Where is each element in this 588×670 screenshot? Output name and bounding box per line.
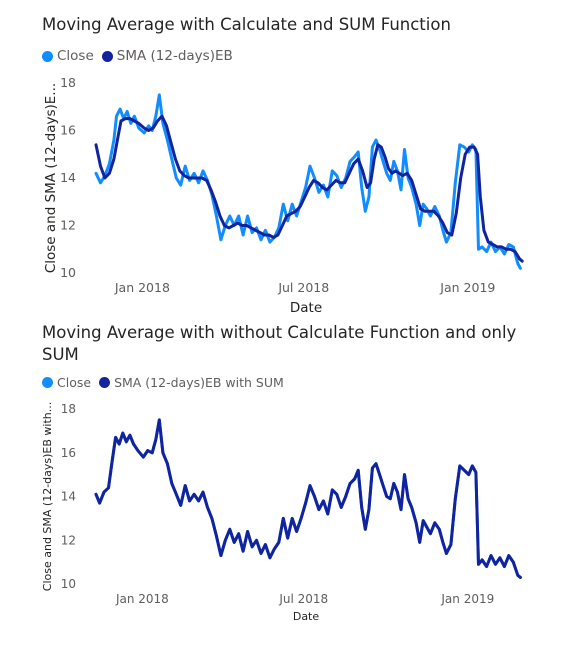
y-tick-label: 16 — [61, 446, 76, 460]
series-line-close[interactable] — [94, 93, 522, 270]
x-axis-title: Date — [290, 300, 322, 316]
legend-item-close[interactable]: Close — [42, 48, 94, 64]
chart-visual-1: Moving Average with Calculate and SUM Fu… — [0, 0, 588, 320]
chart-legend: Close SMA (12-days)EB — [42, 48, 241, 64]
chart-title: Moving Average with without Calculate Fu… — [42, 323, 517, 364]
y-tick-label: 14 — [60, 170, 76, 185]
y-axis-title: Close and SMA (12-days)E... — [43, 83, 59, 273]
y-tick-label: 12 — [61, 533, 76, 547]
legend-marker-close — [42, 50, 53, 62]
x-tick-label: Jan 2019 — [440, 592, 494, 606]
y-tick-label: 18 — [60, 75, 76, 90]
legend-marker-close — [42, 377, 53, 388]
legend-item-close[interactable]: Close — [42, 375, 91, 390]
x-tick-label: Jan 2019 — [439, 280, 495, 295]
y-tick-label: 10 — [60, 265, 76, 280]
legend-label-sma: SMA (12-days)EB — [116, 48, 233, 64]
chart-legend: Close SMA (12-days)EB with SUM — [42, 375, 292, 390]
legend-label-close: Close — [57, 48, 94, 64]
y-tick-label: 14 — [61, 490, 76, 504]
legend-marker-sma — [101, 50, 113, 62]
x-tick-label: Jan 2018 — [114, 280, 170, 295]
x-axis-title: Date — [293, 610, 320, 623]
series-line-sma[interactable] — [94, 418, 522, 579]
y-tick-label: 16 — [60, 123, 76, 138]
chart-plot-2[interactable]: 10 12 14 16 18 Jan 2018 Jul 2018 Jan 2019 Date Cl… — [0, 318, 588, 670]
y-axis-title: Close and SMA (12-days)EB with... — [41, 402, 54, 591]
legend-label-close: Close — [57, 375, 92, 390]
x-tick-label: Jul 2018 — [278, 592, 328, 606]
y-tick-label: 12 — [60, 218, 76, 233]
x-tick-label: Jan 2018 — [115, 592, 169, 606]
legend-item-sma-with-sum[interactable]: SMA (12-days)EB with SUM — [99, 375, 284, 390]
x-tick-label: Jul 2018 — [277, 280, 329, 295]
chart-plot-1[interactable]: 10 12 14 16 18 Jan 2018 Jul 2018 Jan 2019 Date Cl… — [0, 0, 588, 320]
chart-title: Moving Average with Calculate and SUM Fu… — [42, 15, 451, 34]
y-tick-label: 18 — [61, 402, 76, 416]
y-tick-label: 10 — [61, 577, 76, 591]
legend-marker-sma-with-sum — [99, 377, 111, 388]
legend-label-sma-with-sum: SMA (12-days)EB with SUM — [114, 375, 284, 390]
legend-item-sma[interactable]: SMA (12-days)EB — [101, 48, 233, 64]
series-line-sma[interactable] — [94, 114, 524, 263]
chart-visual-2: Moving Average with without Calculate Fu… — [0, 318, 588, 670]
